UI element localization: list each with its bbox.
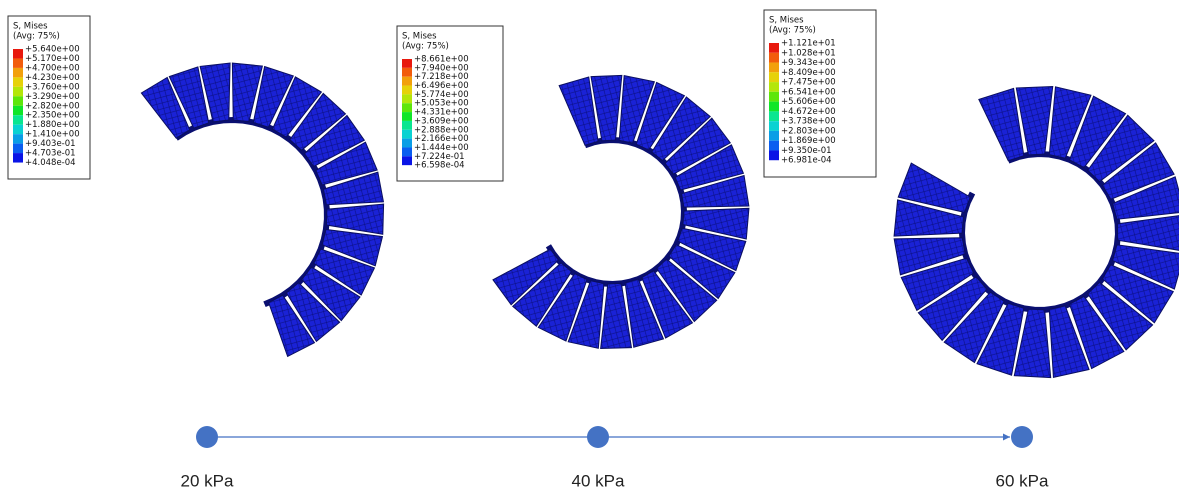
- timeline-node: [587, 426, 609, 448]
- actuator-chamber: [326, 204, 383, 234]
- legend-swatch: [13, 134, 23, 143]
- legend-swatch: [13, 125, 23, 134]
- legend-swatch: [13, 153, 23, 162]
- legend-swatch: [402, 139, 412, 148]
- legend-swatch: [769, 131, 779, 141]
- actuator-chamber: [979, 88, 1024, 160]
- legend-swatch: [402, 68, 412, 77]
- legend-swatch: [13, 58, 23, 67]
- legend-swatch: [769, 102, 779, 112]
- legend-swatch: [769, 141, 779, 151]
- legends: S, Mises(Avg: 75%)+5.640e+00+5.170e+00+4…: [8, 10, 876, 181]
- legend-swatch: [769, 111, 779, 121]
- actuators: [141, 63, 1179, 378]
- legend-title: S, Mises: [402, 32, 437, 42]
- legend-swatch: [769, 72, 779, 82]
- pressure-label: 40 kPa: [572, 471, 625, 490]
- legend-swatch: [402, 147, 412, 156]
- legend-swatch: [402, 77, 412, 86]
- legend-subtitle: (Avg: 75%): [13, 32, 60, 42]
- legend-swatch: [402, 94, 412, 103]
- legend-swatch: [13, 49, 23, 58]
- legend-swatch: [13, 106, 23, 115]
- legend-label: +9.343e+00: [781, 58, 836, 68]
- legend-label: +1.869e+00: [781, 136, 836, 146]
- legend-swatch: [13, 77, 23, 86]
- legend-swatch: [402, 59, 412, 68]
- legend-swatch: [402, 121, 412, 130]
- legend-swatch: [769, 63, 779, 73]
- legend-swatch: [402, 112, 412, 121]
- legend-label: +2.803e+00: [781, 126, 836, 136]
- legend-label: +4.672e+00: [781, 107, 836, 117]
- legend-swatch: [13, 96, 23, 105]
- pressure-label: 20 kPa: [181, 471, 234, 490]
- legend-swatch: [769, 121, 779, 131]
- legend-swatch: [769, 92, 779, 102]
- legend-swatch: [402, 86, 412, 95]
- legend-label: +7.475e+00: [781, 78, 836, 88]
- legend-label: +1.028e+01: [781, 48, 836, 58]
- legend-swatch: [402, 130, 412, 139]
- legend-label: +6.541e+00: [781, 87, 836, 97]
- legend-label: +3.738e+00: [781, 117, 836, 127]
- legend-subtitle: (Avg: 75%): [402, 42, 449, 52]
- legend-swatch: [769, 53, 779, 63]
- legend-swatch: [13, 87, 23, 96]
- legend-swatch: [769, 82, 779, 92]
- legend-title: S, Mises: [13, 22, 48, 32]
- legend-swatch: [402, 156, 412, 165]
- legend-title: S, Mises: [769, 16, 804, 26]
- legend-swatch: [13, 68, 23, 77]
- legend-label: +6.981e-04: [781, 156, 832, 166]
- figure: S, Mises(Avg: 75%)+5.640e+00+5.170e+00+4…: [0, 0, 1179, 490]
- legend-label: +8.409e+00: [781, 68, 836, 78]
- legend-label: +1.121e+01: [781, 39, 836, 49]
- legend-swatch: [13, 144, 23, 153]
- legend-swatch: [769, 43, 779, 53]
- timeline: 20 kPa 40 kPa 60 kPa: [181, 426, 1049, 490]
- legend-swatch: [402, 103, 412, 112]
- legend-swatch: [769, 150, 779, 160]
- legend-swatch: [13, 115, 23, 124]
- legend-label: +9.350e-01: [781, 146, 832, 156]
- legend-label: +6.598e-04: [414, 161, 465, 171]
- pressure-label: 60 kPa: [996, 471, 1049, 490]
- legend-label: +4.048e-04: [25, 158, 76, 168]
- timeline-node: [1011, 426, 1033, 448]
- legend-subtitle: (Avg: 75%): [769, 26, 816, 36]
- legend-label: +5.606e+00: [781, 97, 836, 107]
- actuator-chamber: [559, 77, 598, 145]
- timeline-node: [196, 426, 218, 448]
